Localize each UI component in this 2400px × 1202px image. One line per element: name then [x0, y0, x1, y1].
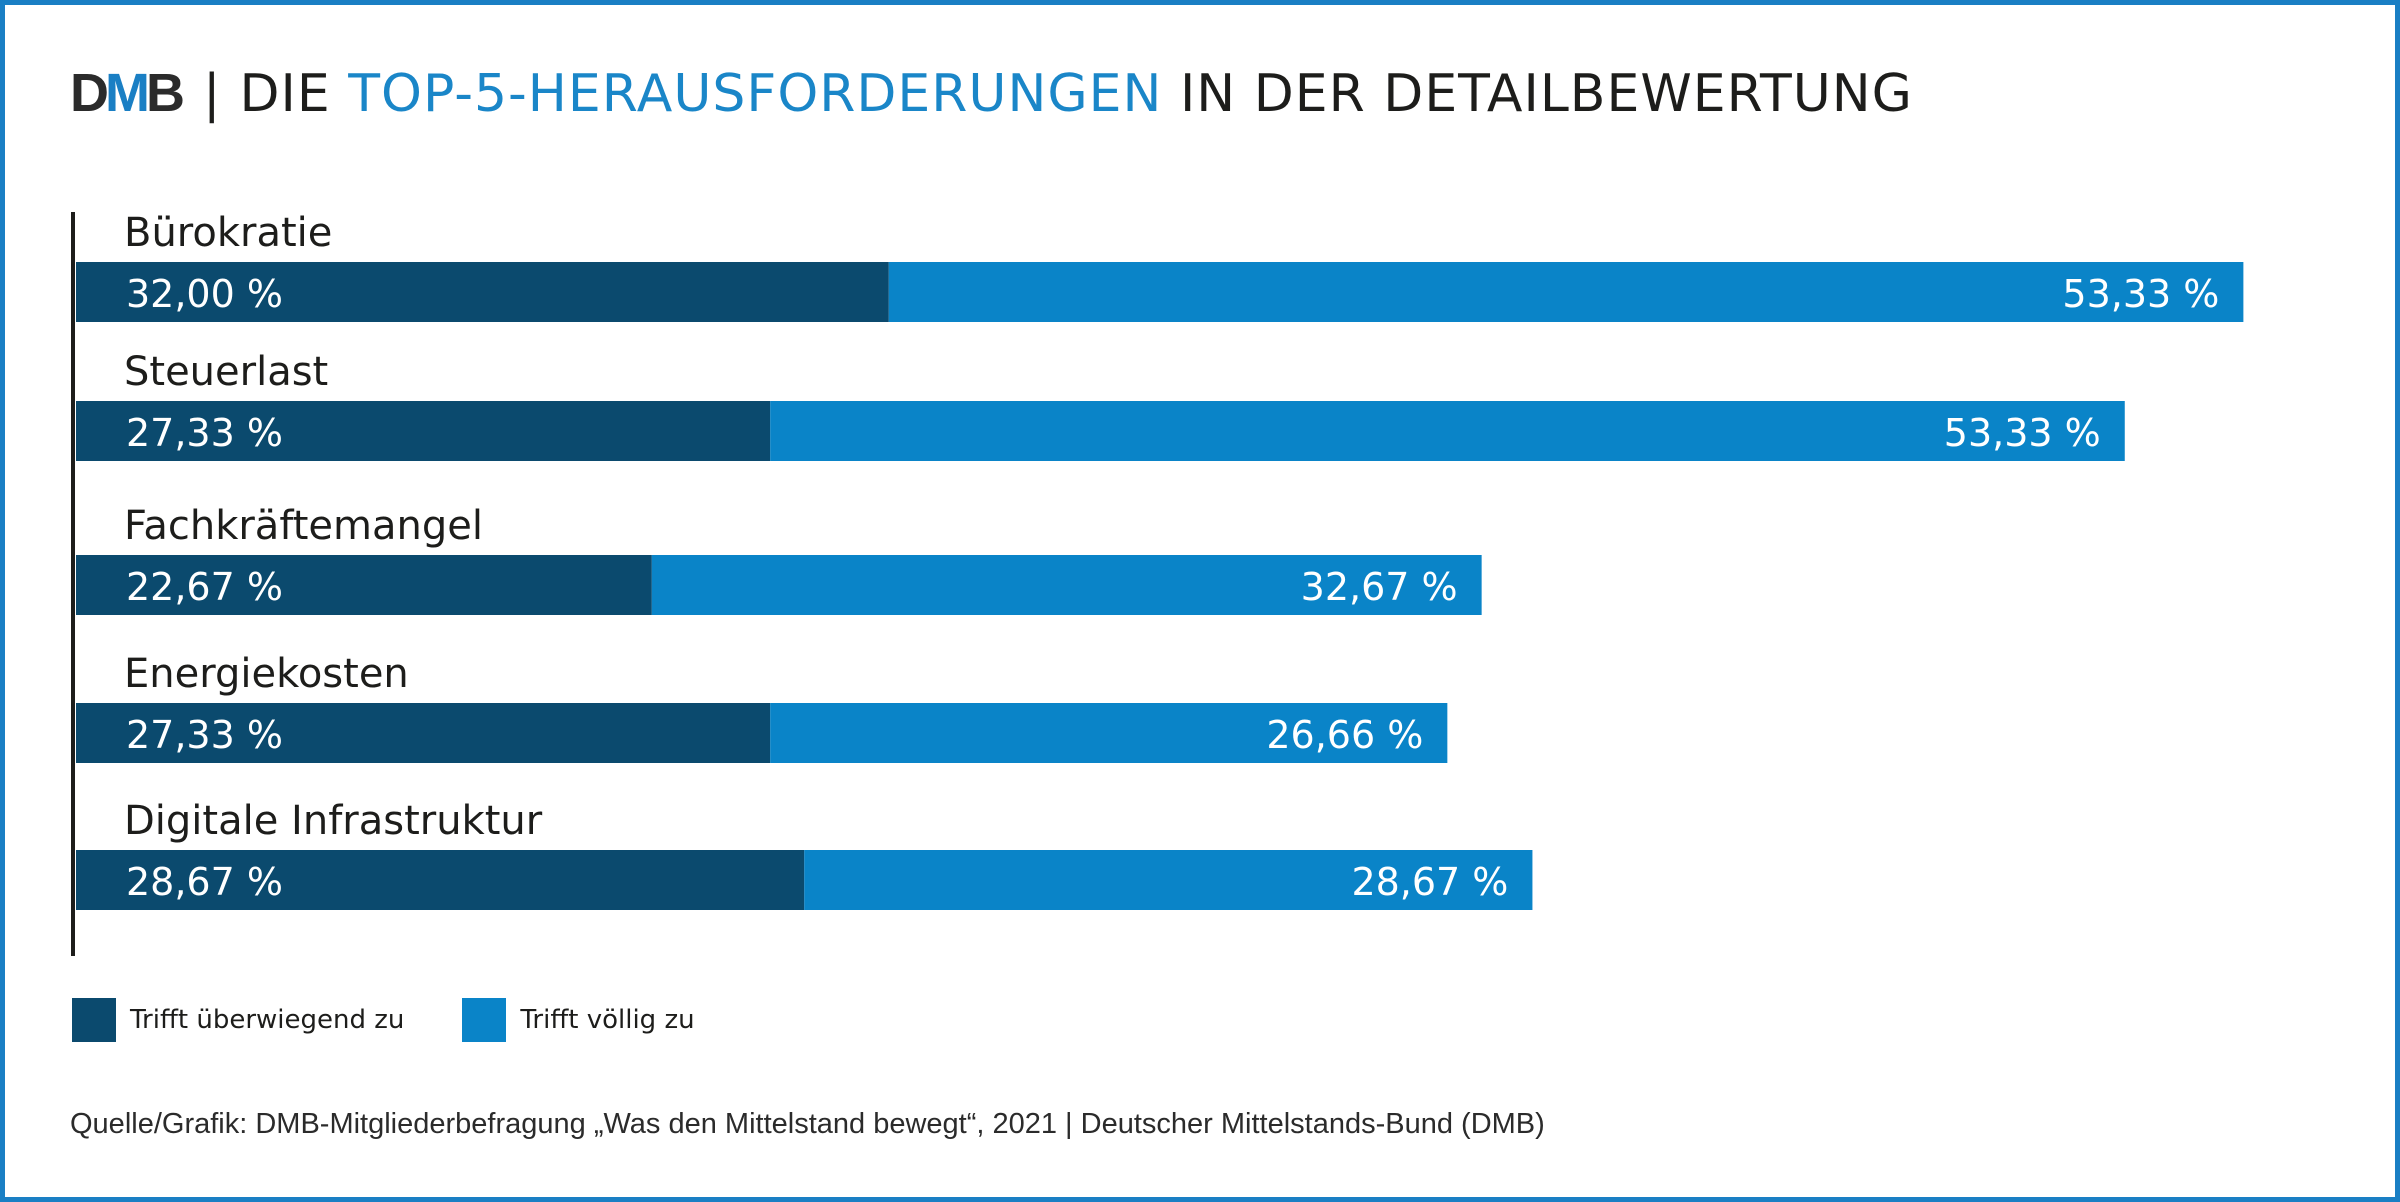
data-label: 28,67 %: [1351, 860, 1508, 904]
legend-swatch-dark: [72, 998, 116, 1042]
title-highlight: TOP-5-HERAUSFORDERUNGEN: [348, 64, 1163, 124]
data-label: 32,00 %: [126, 272, 283, 316]
source-note: Quelle/Grafik: DMB-Mitgliederbefragung „…: [70, 1108, 1545, 1140]
data-label: 53,33 %: [1944, 411, 2101, 455]
logo-letter-d: D: [70, 63, 109, 123]
title-separator: |: [202, 64, 222, 124]
bar-segment-mostly: [76, 703, 771, 763]
data-label: 26,66 %: [1266, 713, 1423, 757]
legend-label: Trifft völlig zu: [520, 1005, 695, 1035]
data-label: 27,33 %: [126, 713, 283, 757]
bar-segment-fully: [804, 850, 1533, 910]
legend-swatch-light: [462, 998, 507, 1042]
y-axis-line: [71, 212, 75, 956]
bar-segment-fully: [770, 703, 1448, 763]
category-label: Energiekosten: [124, 651, 409, 697]
data-label: 53,33 %: [2062, 272, 2219, 316]
title-suffix: IN DER DETAILBEWERTUNG: [1179, 64, 1913, 124]
legend-item-mostly: Trifft überwiegend zu: [72, 998, 404, 1042]
bar-segment-fully: [888, 262, 2244, 322]
bar-segment-fully: [770, 401, 2125, 461]
title-prefix: DIE: [239, 64, 331, 124]
bar-segment-fully: [651, 555, 1482, 615]
data-label: 22,67 %: [126, 565, 283, 609]
category-label: Digitale Infrastruktur: [124, 798, 543, 844]
logo-letter-m: M: [105, 63, 150, 123]
legend-item-fully: Trifft völlig zu: [462, 998, 695, 1042]
chart-title: DMB | DIE TOP-5-HERAUSFORDERUNGEN IN DER D…: [70, 62, 1913, 124]
legend-label: Trifft überwiegend zu: [130, 1005, 405, 1035]
bar-segment-mostly: [76, 555, 652, 615]
category-label: Bürokratie: [124, 210, 332, 256]
data-label: 32,67 %: [1301, 565, 1458, 609]
dmb-logo: DMB: [70, 63, 185, 123]
bar-segment-mostly: [76, 262, 889, 322]
logo-letter-b: B: [145, 63, 185, 123]
bar-segment-mostly: [76, 401, 771, 461]
legend: Trifft überwiegend zu Trifft völlig zu: [72, 998, 753, 1042]
category-label: Fachkräftemangel: [124, 503, 483, 549]
category-label: Steuerlast: [124, 349, 328, 395]
data-label: 27,33 %: [126, 411, 283, 455]
data-label: 28,67 %: [126, 860, 283, 904]
bar-segment-mostly: [76, 850, 805, 910]
